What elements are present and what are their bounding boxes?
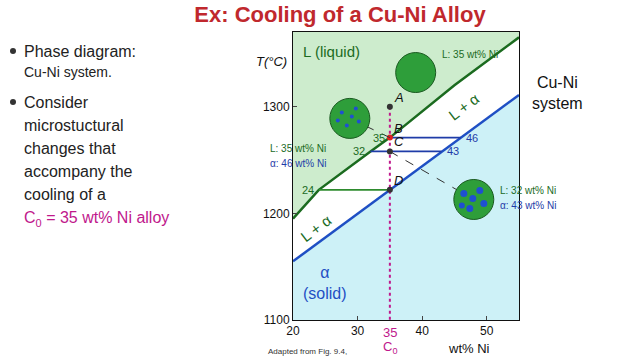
svg-text:D: D xyxy=(394,173,403,188)
svg-text:A: A xyxy=(394,90,404,105)
svg-text:L + α: L + α xyxy=(445,90,482,124)
svg-text:C: C xyxy=(394,134,404,149)
svg-text:24: 24 xyxy=(302,184,314,196)
svg-text:α: 43 wt% Ni: α: 43 wt% Ni xyxy=(500,200,556,211)
svg-text:50: 50 xyxy=(480,324,494,338)
svg-text:wt% Ni: wt% Ni xyxy=(448,341,490,356)
svg-text:35: 35 xyxy=(373,132,385,144)
svg-text:35: 35 xyxy=(383,325,397,340)
svg-text:1100: 1100 xyxy=(264,313,290,327)
svg-text:α(solid): α(solid) xyxy=(303,264,347,302)
svg-text:1200: 1200 xyxy=(263,207,290,221)
svg-text:L + α: L + α xyxy=(297,211,334,245)
svg-text:Cu-Nisystem: Cu-Nisystem xyxy=(532,74,583,112)
svg-text:30: 30 xyxy=(351,324,365,338)
html-text:Cu-Ni system.: Cu-Ni system. xyxy=(24,64,112,80)
svg-text:B: B xyxy=(394,121,403,136)
svg-text:L: 35 wt% Ni: L: 35 wt% Ni xyxy=(270,143,326,154)
html-text:Consider: Consider xyxy=(24,94,88,111)
html-text:accompany the: accompany the xyxy=(24,163,133,180)
html-text:Phase diagram:: Phase diagram: xyxy=(24,43,137,60)
svg-text:43: 43 xyxy=(447,145,459,157)
svg-text:32: 32 xyxy=(353,145,365,157)
svg-text:40: 40 xyxy=(415,324,429,338)
svg-text:C​0​: C​0​ xyxy=(383,339,397,356)
svg-text:L (liquid): L (liquid) xyxy=(303,43,360,60)
html-text:cooling of a: cooling of a xyxy=(24,186,106,203)
svg-text:20: 20 xyxy=(286,324,300,338)
html-text:C0= 35 wt% Ni alloy: C0= 35 wt% Ni alloy xyxy=(24,209,170,230)
html-text:Ex: Cooling of a Cu-Ni Alloy: Ex: Cooling of a Cu-Ni Alloy xyxy=(194,2,486,27)
html-text:microstuctural: microstuctural xyxy=(24,117,124,134)
svg-text:L: 32 wt% Ni: L: 32 wt% Ni xyxy=(500,185,556,196)
html-text:changes that: changes that xyxy=(24,140,116,157)
svg-text:1300: 1300 xyxy=(263,100,290,114)
svg-text:α: 46 wt% Ni: α: 46 wt% Ni xyxy=(270,158,326,169)
svg-text:46: 46 xyxy=(466,132,478,144)
html-text:Adapted from Fig. 9.4,: Adapted from Fig. 9.4, xyxy=(268,347,348,356)
svg-text:L: 35 wt% Ni: L: 35 wt% Ni xyxy=(442,49,498,60)
svg-text:T(°C): T(°C) xyxy=(256,54,287,69)
